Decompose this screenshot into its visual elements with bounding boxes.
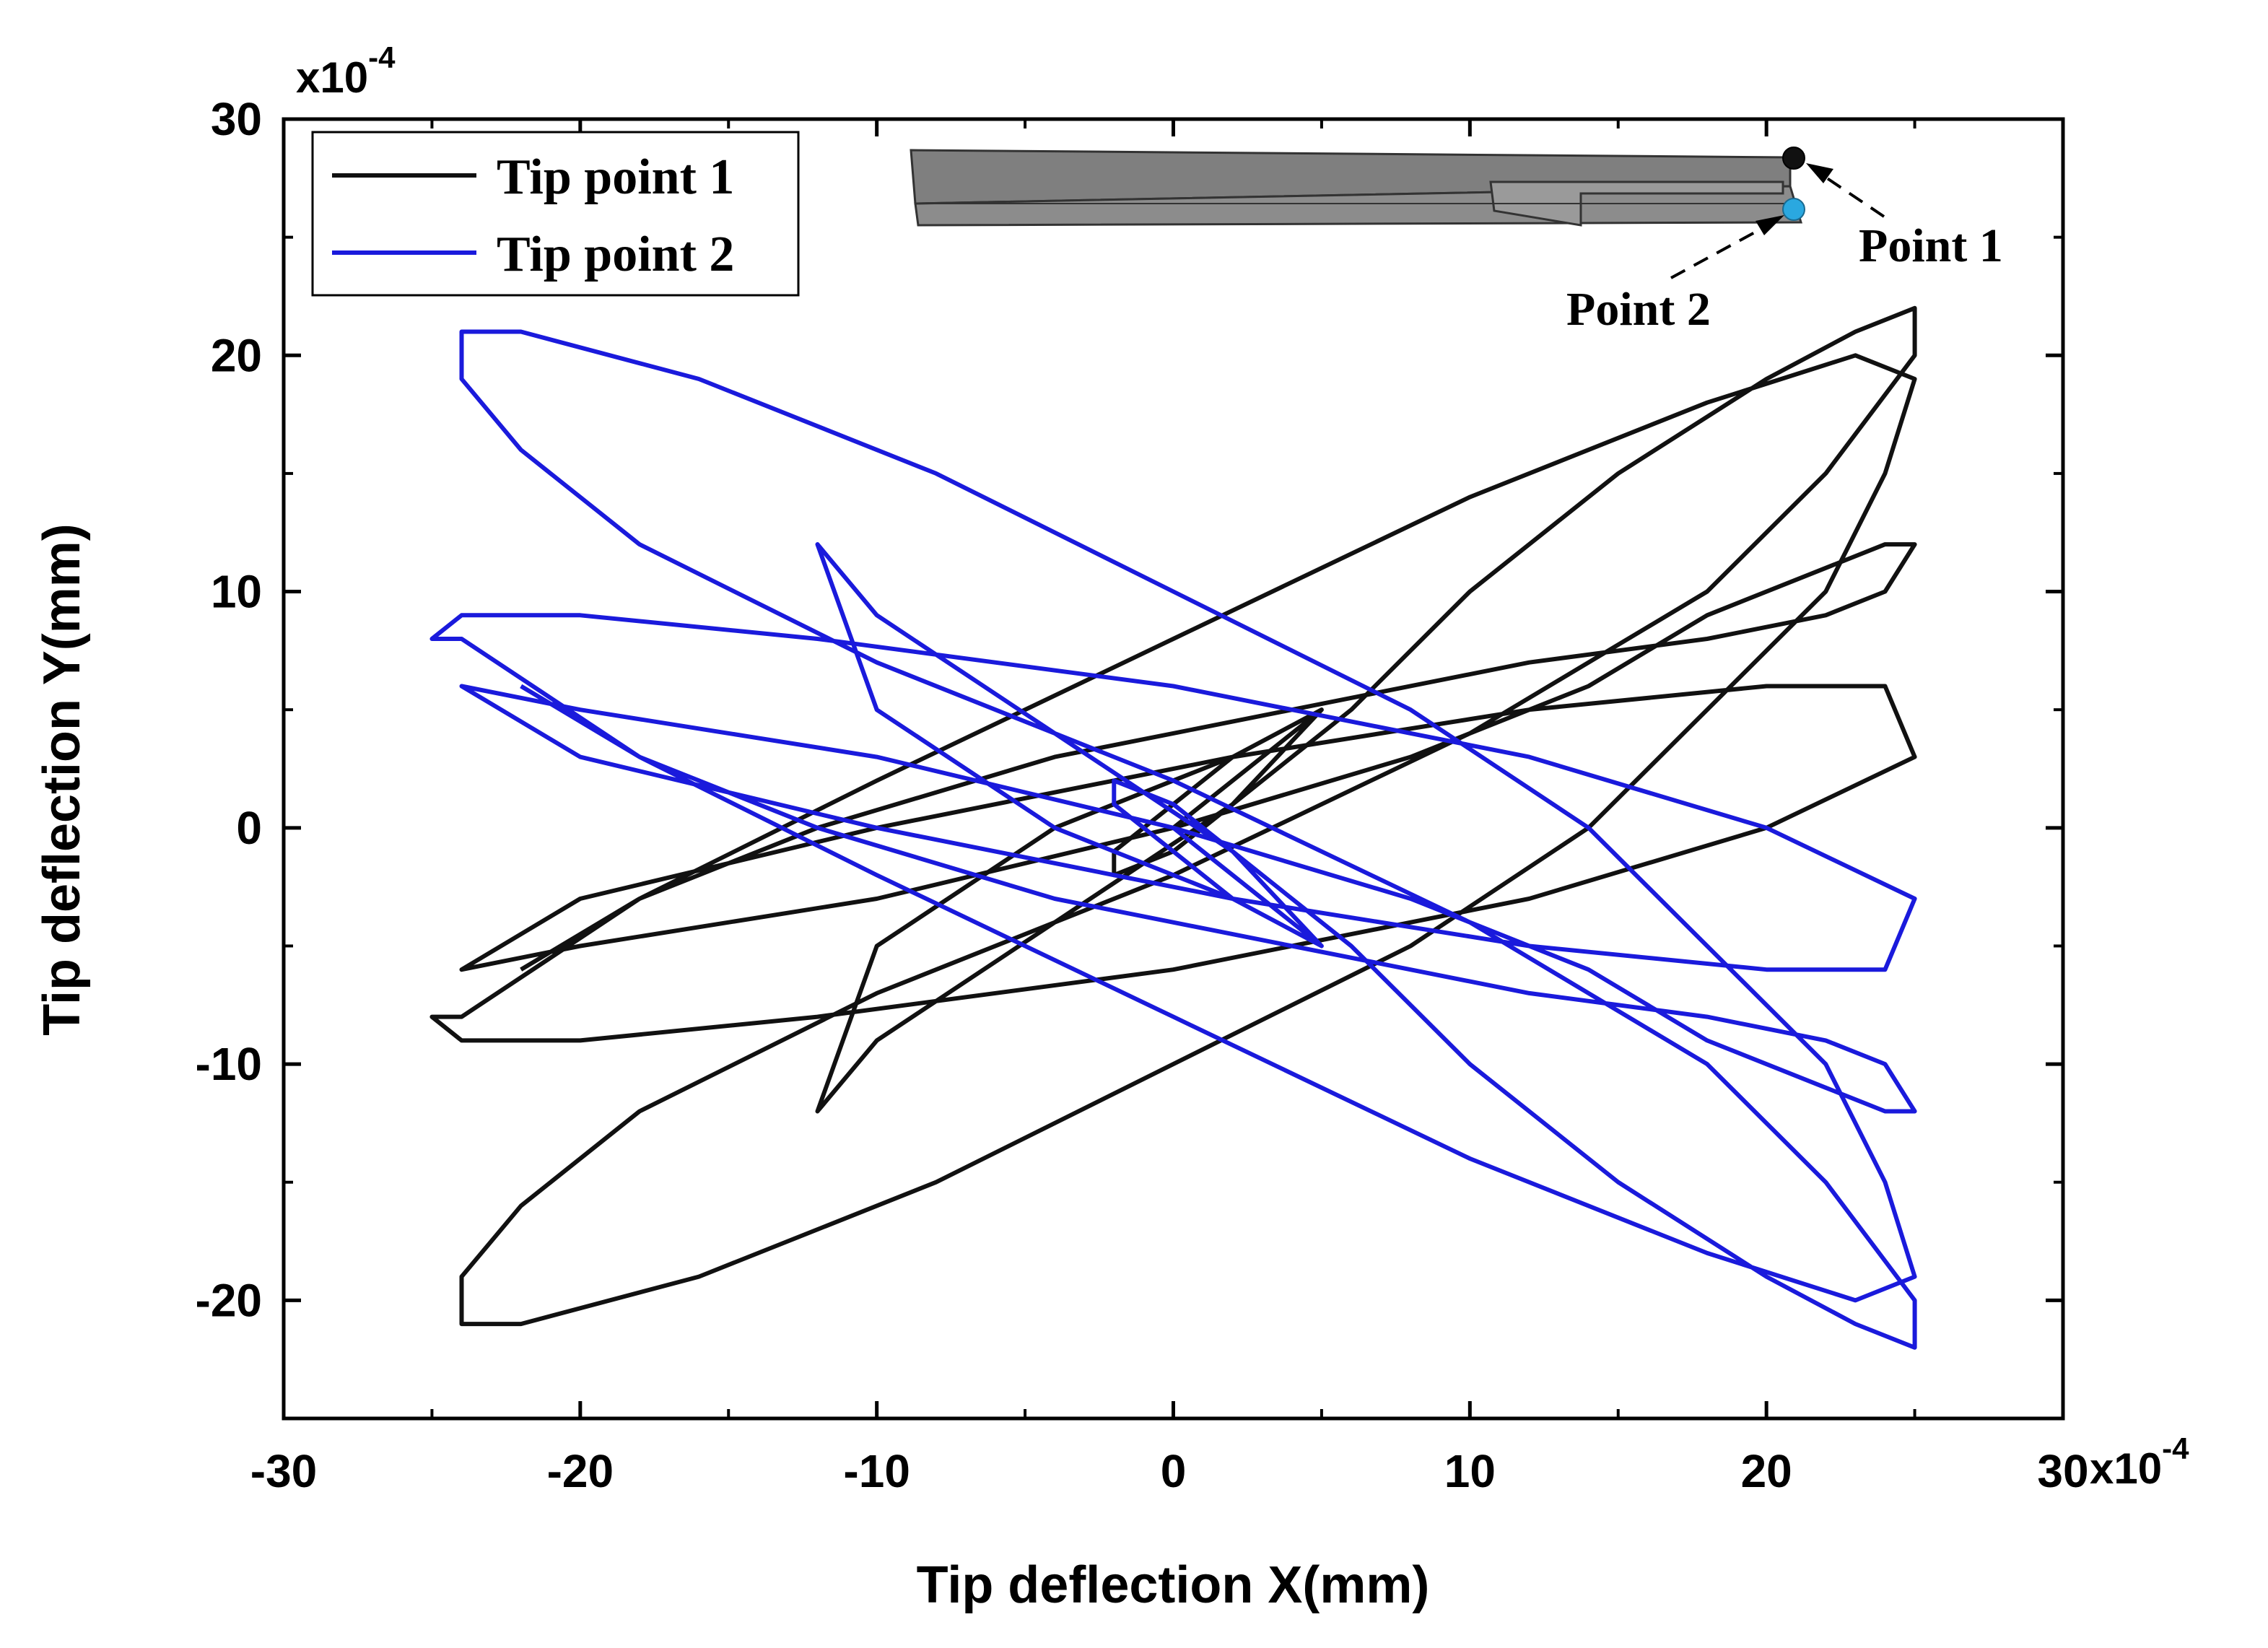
legend-label-series-2: Tip point 2: [497, 227, 734, 282]
x-axis-title: Tip deflection X(mm): [917, 1556, 1430, 1614]
ticks-layer: -30 -20 -10 0 10 20 30 -20 -10 0 10 20 30: [196, 93, 2089, 1497]
y-axis-title: Tip deflection Y(mm): [33, 523, 91, 1035]
x-tick-label: 30: [2037, 1445, 2088, 1497]
point-2-arrow: [1670, 219, 1778, 279]
x-tick-label: 20: [1741, 1445, 1792, 1497]
point-2-marker: [1782, 198, 1805, 221]
series-line-1: [429, 305, 1917, 1327]
inset-beam-illustration: Point 1 Point 2: [910, 147, 2003, 336]
series-line-2: [429, 329, 1917, 1350]
point-1-marker: [1782, 147, 1805, 170]
y-tick-label: 30: [211, 93, 262, 145]
series-layer: [429, 305, 1917, 1350]
y-tick-label: 0: [236, 802, 262, 854]
point-1-arrowhead: [1806, 163, 1833, 183]
x-exponent-label: x10-4: [2090, 1431, 2189, 1493]
y-tick-label: 10: [211, 566, 262, 618]
x-tick-label: 10: [1444, 1445, 1496, 1497]
y-exponent-label: x10-4: [296, 40, 396, 102]
y-tick-label: 20: [211, 329, 262, 381]
legend: Tip point 1 Tip point 2: [311, 131, 800, 297]
y-tick-label: -20: [196, 1274, 263, 1326]
point-2-arrowhead: [1755, 215, 1784, 235]
legend-box: [311, 131, 800, 297]
y-tick-label: -10: [196, 1038, 263, 1090]
beam-slot-outline: [1489, 180, 1784, 227]
legend-label-series-1: Tip point 1: [497, 149, 734, 205]
point-1-label: Point 1: [1859, 219, 2003, 272]
point-2-label: Point 2: [1566, 283, 1711, 336]
x-tick-label: -30: [250, 1445, 318, 1497]
x-tick-label: -20: [547, 1445, 614, 1497]
x-tick-label: -10: [843, 1445, 910, 1497]
point-1-arrow: [1812, 167, 1885, 218]
x-tick-label: 0: [1161, 1445, 1187, 1497]
